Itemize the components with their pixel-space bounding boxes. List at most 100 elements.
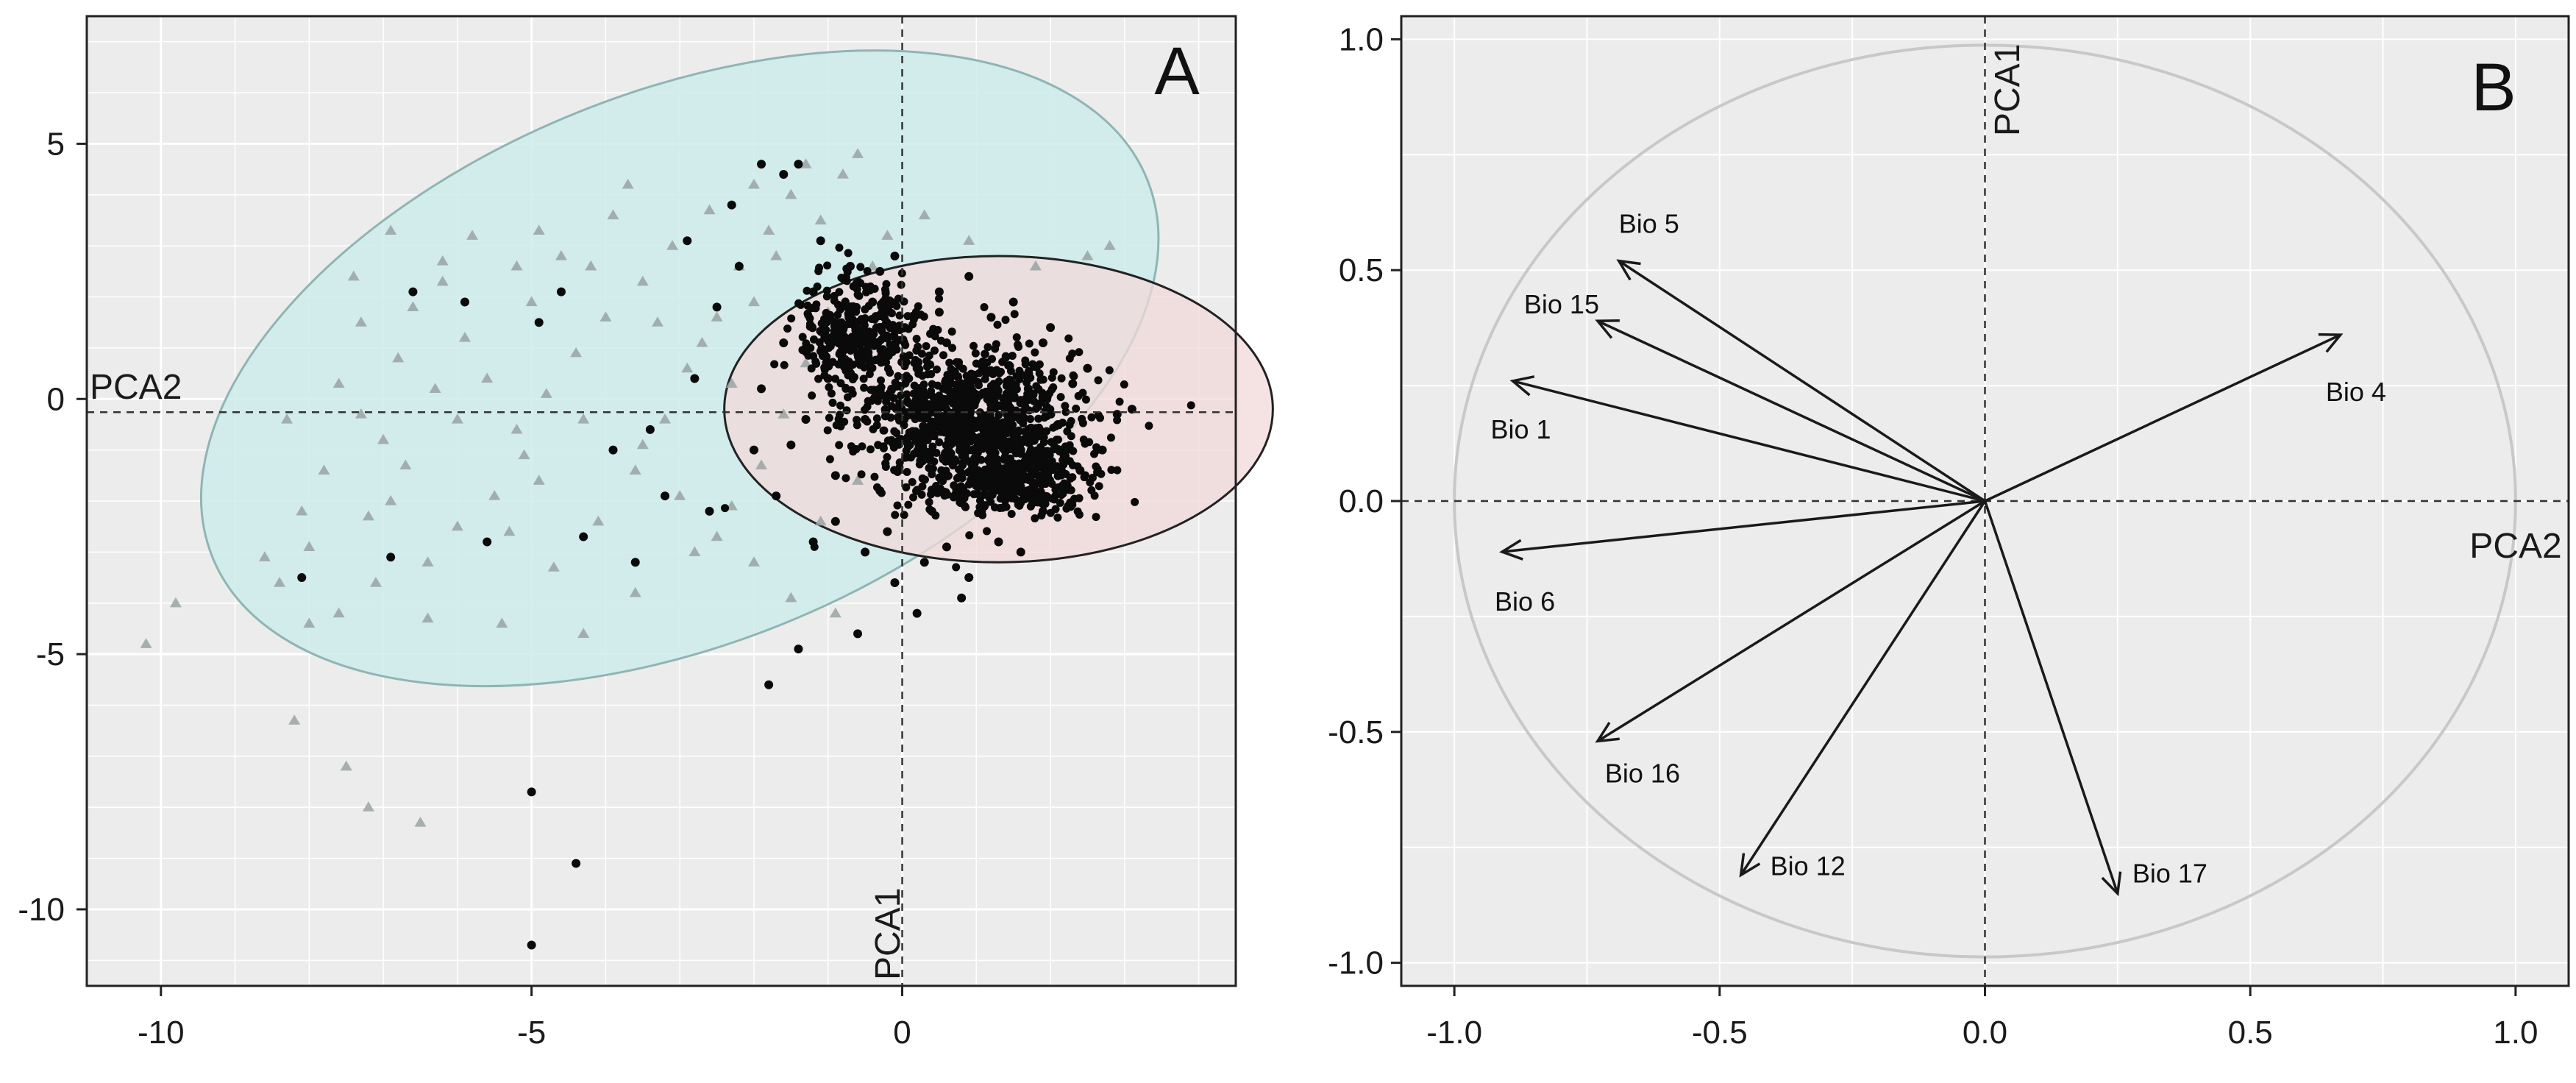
dot-point <box>980 302 989 311</box>
dot-point <box>969 341 978 350</box>
dot-point <box>534 318 544 327</box>
loading-arrow-head <box>1595 722 1620 743</box>
dot-point <box>1028 477 1036 486</box>
dot-point <box>822 286 831 295</box>
triangle-point <box>711 311 723 322</box>
dot-point <box>905 440 914 450</box>
triangle-point <box>570 347 583 358</box>
triangle-point <box>370 576 383 587</box>
dot-point <box>909 389 918 398</box>
dot-point <box>853 323 861 332</box>
dot-point <box>947 440 956 449</box>
dot-point <box>882 280 891 288</box>
triangle-point <box>481 372 494 383</box>
x-tick-label: 1.0 <box>2493 1015 2538 1051</box>
dot-point <box>947 372 956 380</box>
dot-point <box>852 445 861 454</box>
dot-point <box>1035 369 1044 378</box>
dot-point <box>460 297 469 307</box>
dot-point <box>985 447 994 455</box>
dot-point <box>853 629 863 639</box>
dot-point <box>1040 454 1049 463</box>
triangle-point <box>436 255 449 266</box>
dot-point <box>928 470 936 479</box>
x-tick-label: 0 <box>893 1015 911 1051</box>
dot-point <box>939 351 948 360</box>
dot-point <box>1030 397 1039 405</box>
dot-point <box>1010 310 1019 319</box>
dot-point <box>1075 466 1085 475</box>
triangle-point <box>414 817 427 827</box>
triangle-point <box>503 525 516 536</box>
dot-point <box>912 486 921 495</box>
triangle-point <box>392 352 405 363</box>
triangle-point <box>288 714 301 725</box>
dot-point <box>1113 466 1122 475</box>
dot-point <box>912 608 922 618</box>
triangle-point <box>852 475 864 485</box>
triangle-point <box>533 224 545 235</box>
dot-point <box>1066 498 1075 507</box>
dot-point <box>1085 438 1094 447</box>
dot-point <box>986 313 996 322</box>
triangle-point <box>436 275 449 286</box>
triangle-point <box>429 383 441 393</box>
dot-point <box>965 479 974 488</box>
dot-point <box>1015 416 1024 425</box>
dot-point <box>1072 404 1081 413</box>
dot-point <box>787 314 796 323</box>
dot-point <box>948 344 957 352</box>
dot-point <box>919 312 928 321</box>
x-tick-label: -5 <box>517 1015 546 1051</box>
dot-point <box>1014 500 1022 509</box>
dot-point <box>1046 323 1056 333</box>
dot-point <box>902 483 911 491</box>
dot-point <box>972 450 981 460</box>
triangle-point <box>577 628 590 638</box>
triangle-point <box>599 311 612 322</box>
dot-point <box>947 327 956 336</box>
dot-point <box>905 374 914 383</box>
dot-point <box>1087 413 1096 422</box>
dot-point <box>690 374 700 383</box>
dot-point <box>1050 495 1058 504</box>
dot-point <box>970 433 979 441</box>
loading-label: Bio 4 <box>2326 377 2386 407</box>
dot-point <box>889 341 897 350</box>
dot-point <box>971 349 980 358</box>
triangle-point <box>918 209 931 220</box>
dot-point <box>903 390 911 399</box>
dot-point <box>815 263 824 272</box>
dot-point <box>866 445 875 454</box>
triangle-point <box>347 270 360 281</box>
dot-point <box>923 362 932 371</box>
triangle-point <box>770 250 783 260</box>
triangle-point <box>636 438 649 450</box>
dot-point <box>845 261 855 271</box>
dot-point <box>1005 361 1014 369</box>
panel-a-ticks: -10 -5 0 5 0 -5 -10 <box>18 126 911 1051</box>
triangle-point <box>836 168 849 179</box>
dot-point <box>870 472 879 481</box>
triangle-point <box>377 433 390 444</box>
dot-point <box>904 500 913 509</box>
triangle-point <box>636 275 649 286</box>
dot-point <box>908 477 917 486</box>
dot-point <box>969 400 978 408</box>
dot-point <box>975 503 984 511</box>
dot-point <box>894 436 903 445</box>
dot-point <box>579 532 588 542</box>
dot-point <box>942 542 951 552</box>
triangle-point <box>274 576 286 587</box>
dot-point <box>972 481 981 491</box>
dot-point <box>925 497 933 506</box>
dot-point <box>1120 380 1128 389</box>
dot-point <box>1004 377 1013 386</box>
loading-label: Bio 1 <box>1490 414 1551 444</box>
dot-point <box>1050 462 1058 471</box>
dot-point <box>883 452 892 461</box>
triangle-point <box>421 556 434 567</box>
triangle-point <box>340 760 352 771</box>
dot-point <box>828 398 837 407</box>
dot-point <box>1064 444 1073 452</box>
